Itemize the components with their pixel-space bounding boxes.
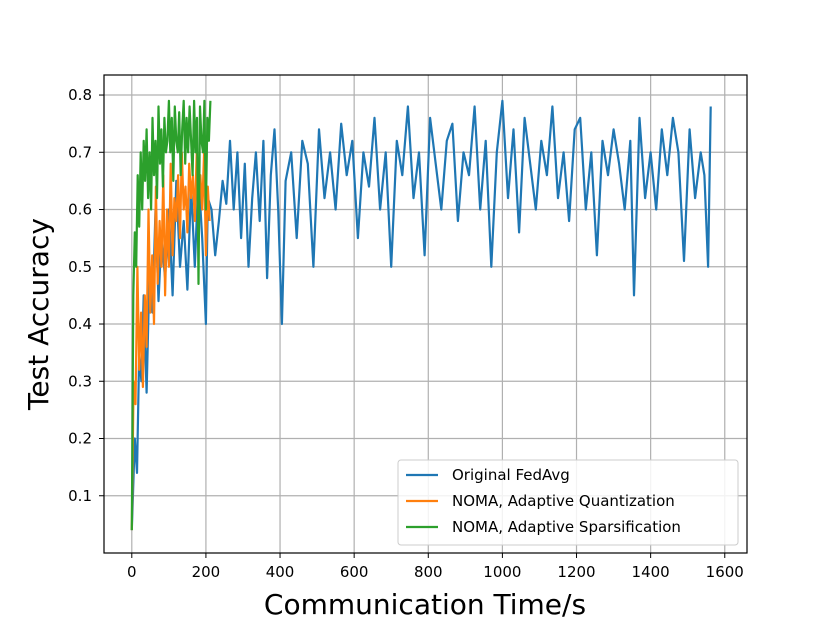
y-tick-label: 0.1 — [68, 487, 92, 505]
y-tick-label: 0.6 — [68, 201, 92, 219]
plot-frame — [103, 74, 748, 554]
x-tick-label: 1400 — [632, 563, 670, 581]
legend-label-noma-sparsification: NOMA, Adaptive Sparsification — [452, 518, 681, 536]
x-tick-label: 800 — [414, 563, 443, 581]
y-tick-label: 0.4 — [68, 315, 92, 333]
y-tick-label: 0.2 — [68, 430, 92, 448]
x-tick-label: 1600 — [706, 563, 744, 581]
y-axis-title: Test Accuracy — [22, 218, 55, 411]
y-tick-label: 0.5 — [68, 258, 92, 276]
x-axis-title: Communication Time/s — [264, 588, 586, 621]
legend-label-original-fedavg: Original FedAvg — [452, 466, 570, 484]
series-line-original-fedavg — [130, 99, 712, 531]
y-tick-label: 0.8 — [68, 86, 92, 104]
x-tick-label: 600 — [340, 563, 369, 581]
axis-ticks: 0 200 400 600 800 1000 1200 1400 1600 0.1 0.2 0.3 0.… — [68, 86, 744, 581]
x-tick-label: 1000 — [483, 563, 521, 581]
series-line-noma-sparsification — [130, 99, 212, 531]
x-tick-label: 200 — [192, 563, 221, 581]
x-tick-label: 1200 — [557, 563, 595, 581]
y-tick-label: 0.7 — [68, 143, 92, 161]
x-tick-label: 0 — [127, 563, 137, 581]
x-tick-label: 400 — [266, 563, 295, 581]
series-lines — [130, 99, 712, 531]
legend-label-noma-quantization: NOMA, Adaptive Quantization — [452, 492, 675, 510]
y-tick-label: 0.3 — [68, 372, 92, 390]
legend-box — [397, 459, 739, 546]
legend: Original FedAvg NOMA, Adaptive Quantizat… — [397, 459, 739, 546]
